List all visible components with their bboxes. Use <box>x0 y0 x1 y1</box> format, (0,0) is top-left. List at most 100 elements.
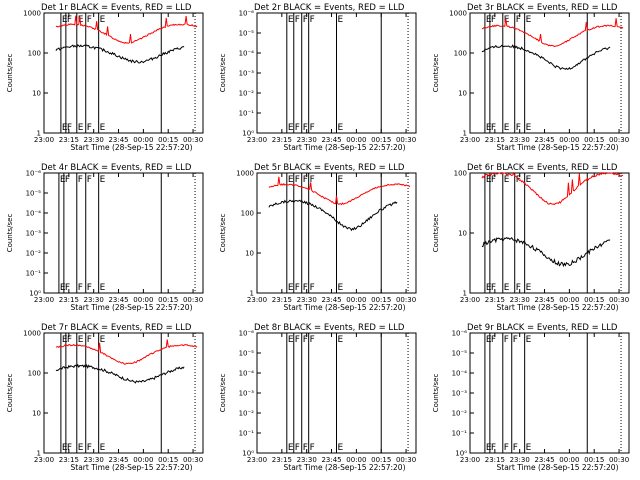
flag-marker: F <box>516 123 521 133</box>
y-tick-label: 1 <box>463 290 467 298</box>
flag-marker: F <box>295 15 300 25</box>
y-tick-label: 10⁰ <box>242 130 254 138</box>
flag-marker: F <box>295 175 300 185</box>
detector-panel-9: Det 9r BLACK = Events, RED = LLD Counts/s… <box>426 320 639 480</box>
y-tick-label: 100 <box>454 50 467 58</box>
x-tick-label: 00:15 <box>158 136 178 144</box>
x-tick-label: 23:30 <box>84 136 104 144</box>
x-axis-label: Start Time (28-Sep-15 22:57:20) <box>71 463 193 472</box>
flag-marker: E <box>504 283 510 293</box>
flag-marker: E <box>78 15 84 25</box>
flag-marker: F <box>310 335 315 345</box>
y-axis-label: Counts/sec <box>6 374 14 413</box>
flag-marker: F <box>303 123 308 133</box>
y-tick-label: 10⁻³ <box>239 390 255 398</box>
flag-marker: F <box>513 335 518 345</box>
flag-marker: F <box>491 335 496 345</box>
x-axis-label: Start Time (28-Sep-15 22:57:20) <box>71 143 193 152</box>
y-tick-label: 10⁻³ <box>452 390 468 398</box>
x-tick-label: 00:15 <box>371 456 391 464</box>
flag-marker: F <box>310 443 315 453</box>
y-tick-label: 10⁻⁶ <box>452 330 468 338</box>
flag-marker: E <box>504 175 510 185</box>
flag-marker: E <box>526 335 532 345</box>
x-axis-label: Start Time (28-Sep-15 22:57:20) <box>284 143 406 152</box>
flag-marker: F <box>303 443 308 453</box>
flag-marker: E <box>60 175 66 185</box>
detector-chart-7: Det 7r BLACK = Events, RED = LLD Counts/s… <box>6 323 204 472</box>
flag-marker: E <box>288 175 294 185</box>
y-tick-label: 10⁻² <box>452 410 468 418</box>
y-tick-label: 10⁻⁵ <box>239 30 255 38</box>
plot-frame <box>469 12 630 134</box>
lld-series-line <box>55 15 198 44</box>
x-tick-label: 00:00 <box>559 296 579 304</box>
events-series-line <box>55 44 185 64</box>
x-tick-label: 00:00 <box>346 296 366 304</box>
y-tick-label: 10⁻⁵ <box>239 350 255 358</box>
x-tick-label: 23:00 <box>460 136 480 144</box>
flag-marker: E <box>486 283 492 293</box>
flag-marker: F <box>87 335 92 345</box>
flag-marker: E <box>100 443 106 453</box>
detector-panel-6: Det 6r BLACK = Events, RED = LLD Counts/s… <box>426 160 639 320</box>
x-tick-label: 23:15 <box>59 296 79 304</box>
flag-marker: E <box>100 15 106 25</box>
x-tick-label: 23:45 <box>108 296 128 304</box>
flag-marker: E <box>338 123 344 133</box>
flag-marker: E <box>486 123 492 133</box>
y-tick-label: 10 <box>32 90 41 98</box>
y-tick-label: 1000 <box>23 330 41 338</box>
plot-frame <box>43 172 204 294</box>
y-tick-label: 10⁻¹ <box>26 270 42 278</box>
flag-marker: F <box>295 123 300 133</box>
detector-panel-4: Det 4r BLACK = Events, RED = LLD Counts/s… <box>0 160 213 320</box>
y-tick-label: 10⁻² <box>26 250 42 258</box>
x-tick-label: 00:15 <box>158 296 178 304</box>
flag-marker: F <box>491 175 496 185</box>
y-tick-label: 10 <box>32 410 41 418</box>
lld-series-line <box>481 171 624 205</box>
flag-marker: F <box>504 335 509 345</box>
detector-panel-3: Det 3r BLACK = Events, RED = LLD Counts/s… <box>426 0 639 160</box>
flag-marker: F <box>491 123 496 133</box>
y-tick-label: 1000 <box>449 10 467 18</box>
x-tick-label: 00:15 <box>371 136 391 144</box>
x-tick-label: 23:30 <box>297 136 317 144</box>
y-axis-label: Counts/sec <box>219 374 227 413</box>
x-tick-label: 00:30 <box>609 136 629 144</box>
flag-marker: E <box>100 335 106 345</box>
flag-marker: E <box>338 175 344 185</box>
y-tick-label: 1 <box>37 450 41 458</box>
x-tick-label: 23:45 <box>108 456 128 464</box>
x-axis-label: Start Time (28-Sep-15 22:57:20) <box>497 303 619 312</box>
y-tick-label: 10⁻⁶ <box>239 330 255 338</box>
flag-marker: E <box>60 283 66 293</box>
x-tick-label: 00:15 <box>584 136 604 144</box>
flag-marker: E <box>526 15 532 25</box>
flag-marker: E <box>486 335 492 345</box>
x-tick-label: 23:00 <box>34 296 54 304</box>
flag-marker: E <box>100 283 106 293</box>
y-tick-label: 1000 <box>23 10 41 18</box>
y-tick-label: 1 <box>37 130 41 138</box>
x-tick-label: 00:00 <box>133 296 153 304</box>
detector-chart-3: Det 3r BLACK = Events, RED = LLD Counts/s… <box>432 3 630 152</box>
flag-marker: F <box>310 15 315 25</box>
flag-marker: F <box>67 15 72 25</box>
y-axis-label: Counts/sec <box>432 54 440 93</box>
detector-chart-5: Det 5r BLACK = Events, RED = LLD Counts/s… <box>219 163 417 312</box>
chart-title: Det 7r BLACK = Events, RED = LLD <box>41 323 192 333</box>
flag-marker: F <box>87 283 92 293</box>
y-tick-label: 10⁻⁴ <box>452 370 468 378</box>
detector-chart-1: Det 1r BLACK = Events, RED = LLD Counts/s… <box>6 3 204 152</box>
flag-marker: F <box>295 443 300 453</box>
x-tick-label: 00:00 <box>133 456 153 464</box>
x-tick-label: 00:30 <box>183 136 203 144</box>
x-tick-label: 23:45 <box>321 136 341 144</box>
x-axis-label: Start Time (28-Sep-15 22:57:20) <box>497 463 619 472</box>
flag-marker: F <box>67 123 72 133</box>
y-tick-label: 10⁻⁶ <box>26 170 42 178</box>
events-series-line <box>481 44 611 70</box>
flag-marker: E <box>78 335 84 345</box>
